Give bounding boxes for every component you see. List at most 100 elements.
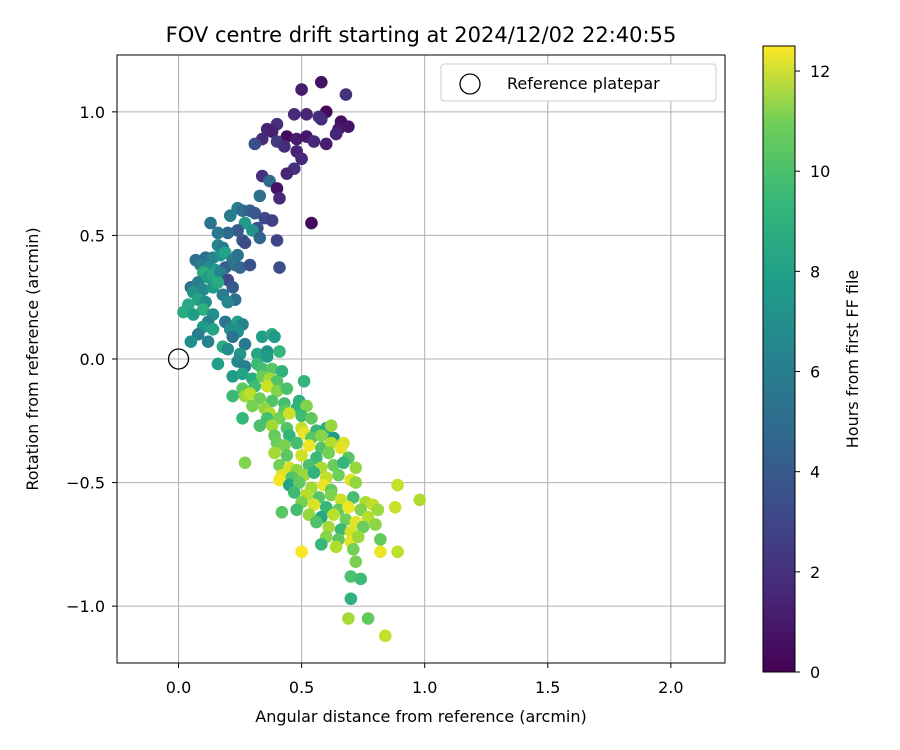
data-point — [246, 399, 259, 413]
x-tick-label: 1.0 — [412, 678, 437, 697]
data-point — [243, 258, 257, 272]
colorbar-tick-label: 0 — [810, 663, 820, 682]
colorbar-tick-label: 10 — [810, 162, 830, 181]
data-point — [324, 436, 338, 450]
data-point — [226, 281, 239, 294]
data-point — [236, 412, 249, 425]
data-point — [243, 387, 257, 400]
data-point — [327, 458, 340, 472]
data-point — [295, 449, 308, 462]
data-point — [287, 486, 301, 499]
data-point — [342, 500, 355, 514]
data-point — [238, 456, 252, 470]
x-tick-label: 0.5 — [289, 678, 314, 697]
data-point — [196, 283, 210, 297]
data-point — [369, 518, 382, 531]
data-point — [379, 629, 392, 643]
data-point — [221, 226, 235, 240]
colorbar-ticks: 0 2 4 6 8 10 12 — [795, 62, 830, 682]
data-point — [300, 399, 313, 413]
data-point — [315, 112, 328, 126]
data-point — [260, 379, 274, 393]
legend-label: Reference platepar — [507, 74, 660, 93]
data-point — [374, 545, 387, 559]
data-point — [273, 192, 286, 205]
x-tick-label: 0.0 — [166, 678, 191, 697]
y-tick-label: 1.0 — [80, 103, 105, 122]
y-axis-label: Rotation from reference (arcmin) — [23, 227, 42, 490]
data-point — [305, 412, 318, 425]
data-point — [226, 370, 239, 383]
data-point — [344, 570, 358, 583]
data-point — [184, 335, 198, 348]
data-point — [221, 342, 235, 356]
data-point — [265, 125, 279, 138]
data-point — [204, 216, 217, 230]
data-point — [265, 214, 279, 227]
data-point — [268, 446, 281, 460]
data-point — [349, 461, 363, 475]
data-point — [388, 500, 402, 514]
data-point — [283, 407, 296, 420]
data-point — [265, 362, 279, 376]
data-point — [255, 330, 269, 344]
data-point — [251, 347, 264, 361]
data-point — [253, 189, 267, 203]
y-tick-label: 0.5 — [80, 226, 105, 245]
data-point — [327, 508, 340, 522]
colorbar-tick-label: 2 — [810, 563, 820, 582]
data-point — [238, 337, 252, 351]
data-point — [305, 216, 318, 230]
data-point — [356, 520, 370, 534]
data-point — [391, 545, 404, 559]
x-axis-ticks: 0.0 0.5 1.0 1.5 2.0 — [166, 663, 684, 697]
data-point — [187, 308, 200, 321]
data-point — [248, 137, 262, 151]
data-point — [280, 449, 294, 462]
legend-reference-marker — [459, 73, 481, 95]
data-point — [302, 439, 316, 452]
data-point — [268, 330, 281, 344]
data-point — [260, 350, 274, 363]
data-point — [307, 135, 321, 148]
data-point — [280, 382, 294, 395]
data-point — [371, 503, 385, 517]
data-point — [290, 436, 303, 450]
data-point — [211, 226, 225, 240]
legend: Reference platepar — [440, 63, 717, 102]
y-tick-label: −0.5 — [66, 474, 105, 493]
data-point — [339, 88, 353, 101]
data-point — [324, 419, 338, 433]
data-point — [307, 466, 321, 479]
colorbar-tick-label: 12 — [810, 62, 830, 81]
data-point — [233, 261, 247, 274]
data-point — [280, 130, 294, 143]
data-point — [253, 419, 267, 433]
data-point — [273, 261, 286, 274]
data-point — [231, 248, 244, 262]
data-point — [349, 555, 363, 568]
data-point — [334, 523, 348, 536]
data-point — [310, 515, 323, 529]
data-point — [342, 120, 355, 133]
y-axis-ticks: 1.0 0.5 0.0 −0.5 −1.0 — [66, 103, 117, 616]
x-tick-label: 2.0 — [658, 678, 683, 697]
data-point — [290, 132, 303, 146]
data-point — [413, 493, 427, 507]
data-point — [334, 441, 348, 455]
data-point — [324, 488, 338, 502]
data-point — [253, 231, 267, 245]
data-point — [349, 476, 363, 489]
data-point — [295, 409, 308, 423]
data-point — [332, 468, 345, 482]
colorbar-tick-label: 8 — [810, 262, 820, 281]
data-point — [351, 530, 365, 544]
reference-platepar-marker — [167, 348, 190, 370]
data-point — [292, 476, 306, 489]
data-point — [265, 419, 279, 433]
data-point — [221, 295, 235, 309]
y-tick-label: 0.0 — [80, 350, 105, 369]
data-point — [295, 545, 308, 559]
data-point — [211, 276, 225, 289]
